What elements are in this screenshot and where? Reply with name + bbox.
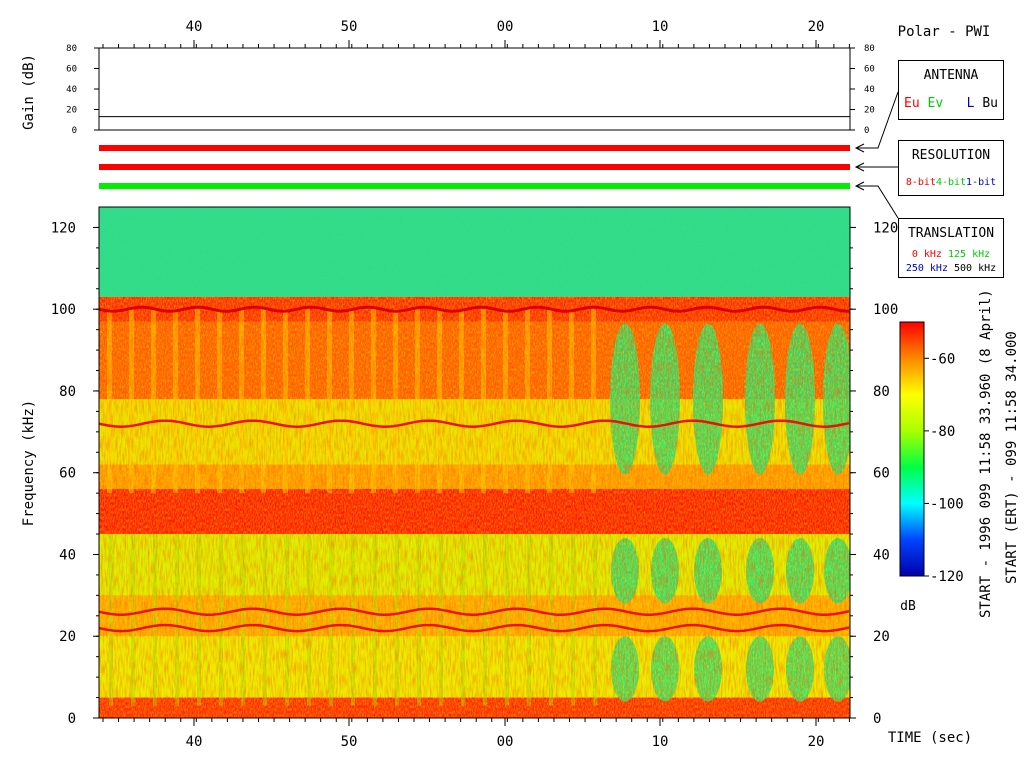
start-info-line1: START - 1996 099 11:58 33.960 (8 April) bbox=[978, 289, 994, 618]
colorbar-tick-label: -120 bbox=[930, 569, 964, 585]
antenna-legend: ANTENNA Eu Ev L Bu bbox=[898, 60, 1004, 120]
status-bar-translation bbox=[99, 183, 850, 189]
freq-tick-label-left: 0 bbox=[68, 711, 76, 727]
time-tick-label-top: 50 bbox=[341, 19, 358, 35]
freq-tick-label-right: 80 bbox=[873, 384, 890, 400]
freq-tick-label-left: 80 bbox=[59, 384, 76, 400]
antenna-legend-items: Eu Ev L Bu bbox=[899, 96, 1003, 111]
frequency-axis-label: Frequency (kHz) bbox=[21, 400, 37, 526]
time-tick-label-top: 20 bbox=[808, 19, 825, 35]
gain-tick-label-left: 0 bbox=[72, 126, 77, 136]
antenna-item-ev: Ev bbox=[927, 96, 944, 111]
freq-tick-label-right: 40 bbox=[873, 547, 890, 563]
translation-item-125khz: 125 kHz bbox=[947, 249, 991, 260]
translation-legend-title: TRANSLATION bbox=[907, 226, 995, 241]
freq-tick-label-left: 100 bbox=[51, 302, 76, 318]
antenna-connector-arrow bbox=[854, 143, 865, 153]
resolution-legend: RESOLUTION 8-bit4-bit1-bit bbox=[898, 140, 1004, 196]
antenna-item-l: L bbox=[966, 96, 975, 111]
colorbar-tick-label: -80 bbox=[930, 424, 955, 440]
translation-item-250khz: 250 kHz bbox=[905, 263, 948, 274]
status-bar-resolution bbox=[99, 164, 850, 170]
time-tick-label-bottom: 00 bbox=[497, 734, 514, 750]
spec-line-72 bbox=[99, 419, 850, 428]
time-tick-label-top: 40 bbox=[186, 19, 203, 35]
resolution-item-8bit: 8-bit bbox=[905, 177, 936, 188]
gain-tick-label-left: 40 bbox=[66, 85, 77, 95]
gain-axis-label: Gain (dB) bbox=[21, 54, 37, 130]
gain-tick-label-right: 0 bbox=[864, 126, 869, 136]
text-layer: Polar - PWI Gain (dB) Frequency (kHz) TI… bbox=[21, 24, 1020, 746]
gain-frame bbox=[98, 47, 851, 131]
translation-legend-row2: 250 kHz 500 kHz bbox=[899, 263, 1003, 274]
resolution-legend-items: 8-bit4-bit1-bit bbox=[899, 177, 1003, 188]
spec-line-26 bbox=[99, 607, 850, 616]
spec-line-100 bbox=[99, 305, 850, 313]
colorbar-scale bbox=[899, 321, 925, 577]
resolution-item-1bit: 1-bit bbox=[966, 177, 997, 188]
plot-title: Polar - PWI bbox=[898, 24, 991, 40]
gain-tick-label-left: 80 bbox=[66, 44, 77, 54]
translation-item-0khz: 0 kHz bbox=[911, 249, 942, 260]
gain-tick-label-right: 80 bbox=[864, 44, 875, 54]
colorbar-tick-label: -100 bbox=[930, 496, 964, 512]
legend-connectors bbox=[854, 91, 899, 219]
resolution-connector-arrow bbox=[854, 162, 865, 172]
translation-legend-row1: 0 kHz 125 kHz bbox=[899, 249, 1003, 260]
time-tick-label-bottom: 40 bbox=[186, 734, 203, 750]
spectrogram-image bbox=[99, 207, 850, 718]
colorbar-tick-label: -60 bbox=[930, 351, 955, 367]
time-axis-label: TIME (sec) bbox=[888, 730, 972, 746]
spec-noise-red bbox=[99, 296, 850, 718]
freq-tick-label-right: 60 bbox=[873, 466, 890, 482]
time-tick-label-bottom: 10 bbox=[652, 734, 669, 750]
translation-connector-arrow bbox=[854, 181, 865, 191]
translation-item-500khz: 500 kHz bbox=[954, 263, 997, 274]
gain-tick-label-right: 60 bbox=[864, 65, 875, 75]
time-tick-label-bottom: 20 bbox=[808, 734, 825, 750]
freq-tick-label-left: 20 bbox=[59, 629, 76, 645]
spectrogram-frame bbox=[98, 206, 851, 719]
status-bars bbox=[99, 145, 850, 189]
status-bar-antenna bbox=[99, 145, 850, 151]
freq-tick-label-left: 40 bbox=[59, 547, 76, 563]
time-tick-label-bottom: 50 bbox=[341, 734, 358, 750]
freq-tick-label-left: 60 bbox=[59, 466, 76, 482]
time-tick-label-top: 00 bbox=[497, 19, 514, 35]
spec-quiet-noise bbox=[99, 207, 850, 297]
translation-legend: TRANSLATION 0 kHz 125 kHz 250 kHz 500 kH… bbox=[898, 218, 1004, 278]
spectrogram bbox=[99, 207, 850, 718]
start-info-line2: START (ERT) - 099 11:58 34.000 bbox=[1004, 331, 1020, 584]
freq-tick-label-right: 20 bbox=[873, 629, 890, 645]
colorbar: -60 -80 -100 -120 bbox=[899, 321, 964, 585]
antenna-legend-title: ANTENNA bbox=[923, 68, 979, 83]
gain-tick-label-left: 60 bbox=[66, 65, 77, 75]
freq-tick-label-left: 120 bbox=[51, 220, 76, 236]
spec-line-22 bbox=[99, 623, 850, 633]
gain-tick-label-right: 40 bbox=[864, 85, 875, 95]
antenna-item-bu: Bu bbox=[982, 96, 998, 111]
resolution-legend-title: RESOLUTION bbox=[911, 148, 991, 163]
time-tick-label-top: 10 bbox=[652, 19, 669, 35]
freq-tick-label-right: 100 bbox=[873, 302, 898, 318]
gain-tick-label-right: 20 bbox=[864, 106, 875, 116]
colorbar-unit-label: dB bbox=[900, 599, 916, 614]
resolution-item-4bit: 4-bit bbox=[935, 177, 967, 188]
gain-tick-label-left: 20 bbox=[66, 106, 77, 116]
antenna-connector bbox=[856, 91, 899, 149]
translation-connector bbox=[856, 185, 899, 219]
freq-tick-label-right: 120 bbox=[873, 220, 898, 236]
freq-tick-label-right: 0 bbox=[873, 711, 881, 727]
antenna-item-eu: Eu bbox=[904, 96, 920, 111]
